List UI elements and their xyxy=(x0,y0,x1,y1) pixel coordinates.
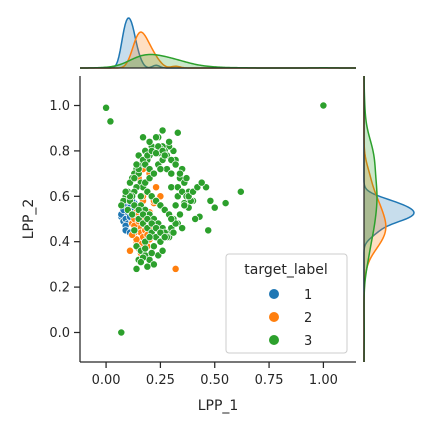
right-kde-fill-1 xyxy=(364,76,414,362)
scatter-point-3 xyxy=(176,169,184,178)
scatter-point-3 xyxy=(160,151,169,160)
scatter-point-3 xyxy=(136,258,145,267)
top-kde-fill-1 xyxy=(80,18,356,68)
right-kde-fill-3 xyxy=(364,76,377,362)
joint-axes: 0.00 0.25 0.50 0.75 1.00 0.00.20.40.60.81.0 … xyxy=(21,76,356,414)
legend-label-1: 1 xyxy=(304,288,312,303)
scatter-point-3 xyxy=(130,174,139,183)
scatter-point-3 xyxy=(117,328,126,337)
scatter-point-3 xyxy=(141,244,150,253)
top-kde-fill-3 xyxy=(80,54,356,68)
y-ticks: 0.0 0.2 0.4 0.6 0.8 1.0 xyxy=(49,99,80,341)
scatter-point-3 xyxy=(236,187,245,196)
scatter-point-3 xyxy=(176,210,184,219)
x-tick-label: 1.00 xyxy=(309,373,338,388)
scatter-point-3 xyxy=(169,228,178,237)
scatter-point-3 xyxy=(319,101,328,110)
scatter-point-3 xyxy=(206,196,215,205)
scatter-point-3 xyxy=(182,174,191,183)
scatter-point-3 xyxy=(158,126,167,135)
scatter-point-2 xyxy=(126,246,134,255)
scatter-point-3 xyxy=(149,169,158,178)
legend-title: target_label xyxy=(244,262,327,278)
y-tick-label: 0.4 xyxy=(49,235,70,250)
scatter-point-3 xyxy=(178,224,187,233)
legend-marker-2 xyxy=(269,312,279,322)
scatter-point-3 xyxy=(156,165,165,174)
scatter-point-3 xyxy=(191,215,200,223)
scatter-point-3 xyxy=(171,160,180,169)
scatter-point-3 xyxy=(102,103,111,112)
top-kde-fill-2 xyxy=(80,32,356,68)
scatter-point-2 xyxy=(171,264,180,273)
scatter-point-3 xyxy=(152,149,161,158)
scatter-point-3 xyxy=(210,203,219,212)
scatter-point-3 xyxy=(165,137,174,146)
top-marginal-kde xyxy=(80,17,356,69)
legend-label-2: 2 xyxy=(304,311,312,326)
scatter-point-3 xyxy=(158,246,167,255)
scatter-point-3 xyxy=(167,183,176,192)
x-tick-label: 0.75 xyxy=(255,373,284,388)
scatter-point-3 xyxy=(117,201,126,210)
y-tick-label: 0.0 xyxy=(49,326,70,341)
scatter-point-3 xyxy=(149,242,158,251)
x-tick-label: 0.50 xyxy=(200,373,229,388)
scatter-point-3 xyxy=(149,260,158,269)
scatter-point-3 xyxy=(204,226,213,235)
scatter-point-3 xyxy=(130,226,139,235)
x-ticks: 0.00 0.25 0.50 0.75 1.00 xyxy=(92,362,338,388)
scatter-point-3 xyxy=(152,133,161,142)
scatter-point-3 xyxy=(132,160,141,169)
scatter-point-3 xyxy=(136,192,145,201)
scatter-point-3 xyxy=(106,117,115,126)
legend-marker-3 xyxy=(269,335,279,345)
scatter-point-3 xyxy=(171,201,180,210)
scatter-point-3 xyxy=(197,178,206,187)
scatter-point-3 xyxy=(160,233,169,242)
right-marginal-kde xyxy=(363,75,415,363)
scatter-point-3 xyxy=(145,137,154,146)
scatter-point-3 xyxy=(173,128,182,137)
y-axis-title: LPP_2 xyxy=(21,199,37,240)
scatter-point-3 xyxy=(128,210,137,219)
scatter-point-3 xyxy=(221,199,230,208)
scatter-point-2 xyxy=(152,183,161,192)
x-tick-label: 0.00 xyxy=(92,373,121,388)
scatter-points xyxy=(102,101,328,337)
scatter-point-3 xyxy=(121,187,130,196)
scatter-point-3 xyxy=(167,169,176,178)
legend-label-3: 3 xyxy=(304,334,312,349)
scatter-point-3 xyxy=(139,133,147,142)
scatter-point-3 xyxy=(143,262,152,271)
scatter-point-3 xyxy=(147,249,156,257)
scatter-point-3 xyxy=(180,201,189,210)
scatter-point-3 xyxy=(145,233,154,242)
legend-marker-1 xyxy=(269,289,279,299)
scatter-point-3 xyxy=(167,215,176,223)
x-tick-label: 0.25 xyxy=(146,373,175,388)
y-tick-label: 0.2 xyxy=(49,281,70,296)
x-axis-title: LPP_1 xyxy=(198,398,239,414)
legend-frame xyxy=(225,253,348,354)
scatter-point-3 xyxy=(132,264,141,273)
y-tick-label: 1.0 xyxy=(49,99,70,114)
y-tick-label: 0.8 xyxy=(49,144,70,159)
y-tick-label: 0.6 xyxy=(49,190,70,205)
legend: target_label 1 2 3 xyxy=(225,253,348,354)
